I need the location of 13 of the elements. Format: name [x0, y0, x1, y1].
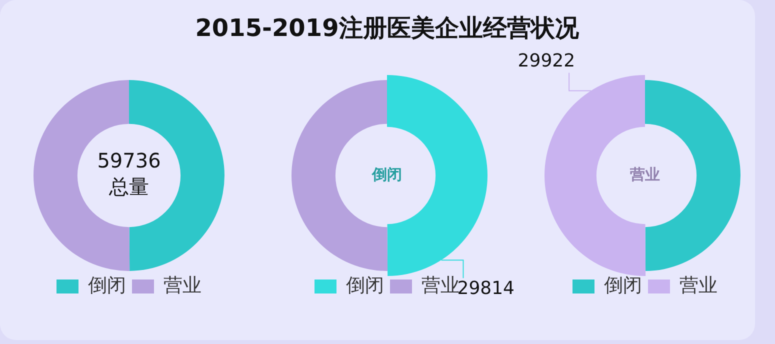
- legend-label: 营业: [680, 274, 718, 296]
- text: 倒闭: [371, 165, 402, 184]
- text: 总量: [108, 174, 149, 199]
- text: 营业: [629, 165, 660, 184]
- legend-label: 倒闭: [604, 274, 642, 296]
- text: 59736: [97, 148, 161, 173]
- data-label: 29814: [457, 278, 515, 299]
- legend-label: 倒闭: [88, 274, 126, 296]
- legend-label: 营业: [422, 274, 460, 296]
- chart-title: 2015-2019注册医美企业经营状况: [194, 13, 580, 44]
- legend-label: 倒闭: [346, 274, 384, 296]
- legend-label: 营业: [164, 274, 202, 296]
- data-label: 29922: [518, 50, 576, 72]
